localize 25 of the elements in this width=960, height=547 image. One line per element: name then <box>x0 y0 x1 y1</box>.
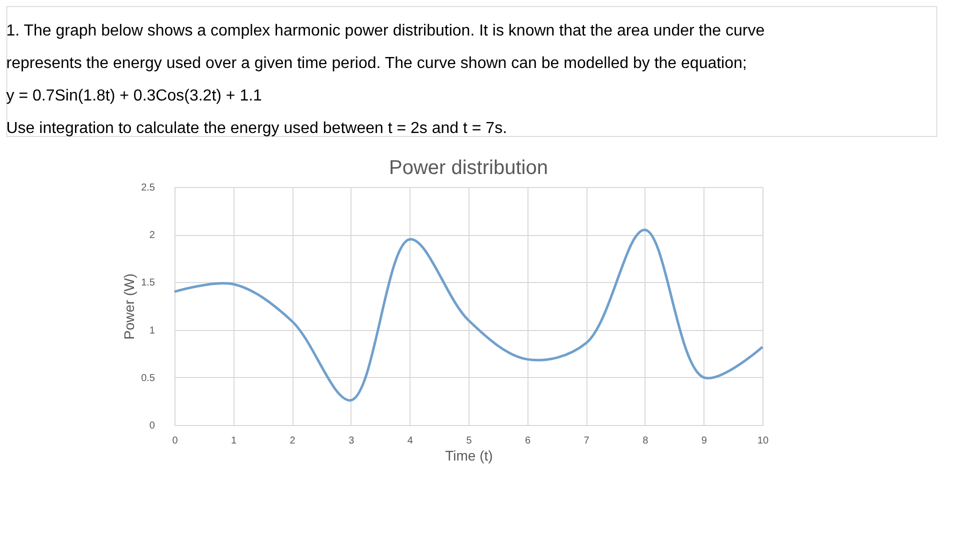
y-tick-label: 0.5 <box>141 372 156 384</box>
text: y = 0.7Sin(1.8t) + 0.3Cos(3.2t) + 1.1 <box>6 87 262 104</box>
y-tick-label: 1 <box>149 325 156 336</box>
y-tick-label: 2.5 <box>141 182 156 194</box>
x-tick-label: 9 <box>701 436 708 446</box>
x-tick-label: 4 <box>407 436 414 446</box>
x-tick-label: 2 <box>290 436 296 446</box>
text: 1. The graph below shows a complex harmonic power distribution. It is known that the area under the curve <box>6 22 765 40</box>
x-tick-label: 7 <box>584 436 590 446</box>
chart-title: Power distribution <box>388 157 548 179</box>
x-tick-label: 3 <box>348 436 355 446</box>
line-series <box>173 228 764 402</box>
x-axis-title: Time (t) <box>445 448 493 464</box>
text: Use integration to calculate the energy used between t = 2s and t = 7s. <box>6 120 508 137</box>
x-tick-label: 8 <box>642 436 649 446</box>
y-tick-label: 2 <box>149 230 156 242</box>
y-axis-title: Power (W) <box>121 273 138 340</box>
x-tick-label: 0 <box>172 436 178 446</box>
x-tick-label: 1 <box>230 436 237 446</box>
y-tick-label: 0 <box>149 420 156 432</box>
y-tick-label: 1.5 <box>141 278 156 289</box>
x-tick-label: 10 <box>757 436 769 446</box>
x-tick-label: 5 <box>466 436 472 446</box>
x-tick-label: 6 <box>524 436 531 446</box>
text: represents the energy used over a given time period. The curve shown can be modelled by the equation; <box>6 54 747 72</box>
